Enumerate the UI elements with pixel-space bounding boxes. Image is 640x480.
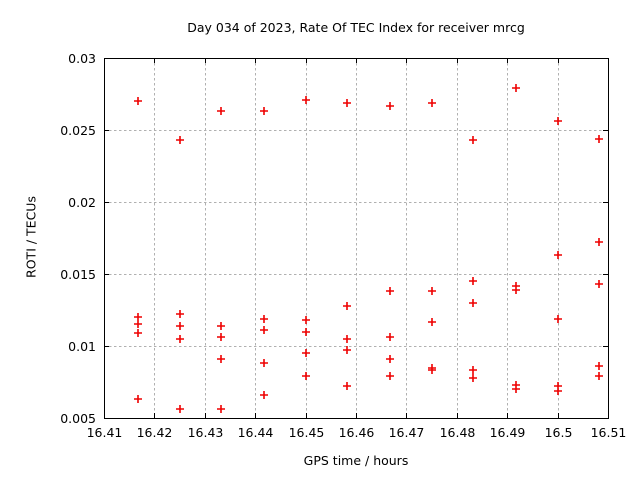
x-tick-label: 16.42 <box>137 425 173 440</box>
x-tick-label: 16.44 <box>238 425 274 440</box>
y-axis-title: ROTI / TECUs <box>23 196 39 278</box>
x-tick-label: 16.41 <box>87 425 123 440</box>
x-tick-label: 16.5 <box>545 425 573 440</box>
x-tick-label: 16.47 <box>389 425 425 440</box>
x-tick-label: 16.48 <box>440 425 476 440</box>
x-tick-label: 16.43 <box>188 425 224 440</box>
x-tick-label: 16.46 <box>339 425 375 440</box>
chart-title: Day 034 of 2023, Rate Of TEC Index for r… <box>187 20 525 35</box>
x-tick-label: 16.45 <box>289 425 325 440</box>
y-tick-label: 0.01 <box>68 339 96 354</box>
x-tick-label: 16.51 <box>591 425 627 440</box>
x-tick-label: 16.49 <box>490 425 526 440</box>
data-points-roti <box>134 84 603 413</box>
y-tick-label: 0.02 <box>68 195 96 210</box>
y-tick-label: 0.005 <box>60 411 96 426</box>
plot-border <box>104 58 609 419</box>
x-axis-title: GPS time / hours <box>303 453 409 468</box>
y-tick-label: 0.015 <box>60 267 96 282</box>
y-tick-label: 0.03 <box>68 51 96 66</box>
y-tick-label: 0.025 <box>60 123 96 138</box>
